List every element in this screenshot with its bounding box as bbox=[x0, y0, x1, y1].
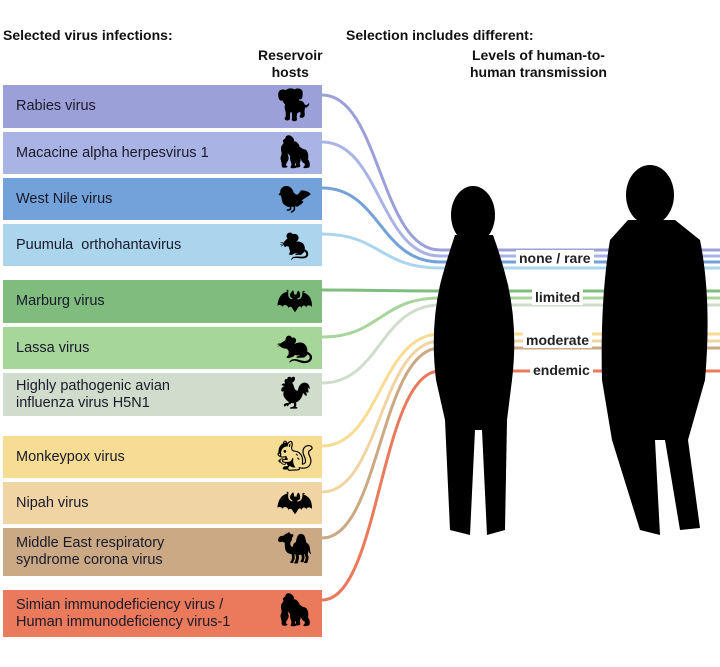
virus-row: Middle East respiratory syndrome corona … bbox=[3, 528, 322, 576]
connection-line bbox=[321, 369, 720, 602]
level-label: limited bbox=[532, 289, 584, 305]
virus-label: Simian immunodeficiency virus / Human im… bbox=[16, 596, 231, 630]
connection-line bbox=[321, 346, 720, 540]
man-silhouette bbox=[601, 165, 708, 535]
virus-row: Rabies virus bbox=[3, 85, 322, 128]
fruit-bat-icon: 🦇 bbox=[276, 486, 314, 519]
level-label: none / rare bbox=[516, 250, 594, 266]
levels-heading: Levels of human-to- human transmission bbox=[470, 47, 607, 80]
connection-line bbox=[321, 332, 720, 448]
macaque-icon: 🦍 bbox=[276, 136, 314, 169]
virus-label: Rabies virus bbox=[16, 98, 96, 114]
virus-label: West Nile virus bbox=[16, 190, 113, 207]
virus-row: Nipah virus bbox=[3, 482, 322, 524]
virus-label: Macacine alpha herpesvirus 1 bbox=[16, 144, 209, 161]
bat-icon: 🦇 bbox=[276, 284, 314, 317]
virus-label: Monkeypox virus bbox=[16, 448, 125, 465]
level-label: endemic bbox=[530, 362, 593, 378]
connection-line bbox=[321, 296, 720, 339]
virus-label: Nipah virus bbox=[16, 494, 89, 511]
connection-line bbox=[321, 232, 720, 270]
virus-row: Highly pathogenic avian influenza virus … bbox=[3, 373, 322, 416]
connection-line bbox=[321, 339, 720, 494]
virus-label: Puumula orthohantavirus bbox=[16, 236, 182, 253]
virus-row: West Nile virus bbox=[3, 178, 322, 220]
virus-row: Macacine alpha herpesvirus 1 bbox=[3, 132, 322, 174]
mosquito-bird-icon: 🐦 bbox=[276, 182, 314, 215]
connection-line bbox=[321, 288, 720, 293]
virus-row: Monkeypox virus bbox=[3, 436, 322, 478]
chimpanzee-icon: 🦍 bbox=[276, 594, 314, 627]
vole-icon: 🐁 bbox=[276, 228, 314, 261]
hosts-heading: Reservoir hosts bbox=[258, 47, 323, 80]
chicken-icon: 🐓 bbox=[276, 377, 314, 410]
level-label: moderate bbox=[523, 332, 593, 348]
connection-line bbox=[321, 303, 720, 385]
connection-line bbox=[321, 186, 720, 264]
dog-icon: 🐕 bbox=[276, 89, 314, 122]
woman-silhouette bbox=[433, 186, 515, 535]
squirrel-icon: 🐿 bbox=[276, 440, 315, 473]
middle-heading: Selection includes different: bbox=[346, 27, 534, 43]
connection-line bbox=[321, 140, 720, 258]
virus-row: Puumula orthohantavirus bbox=[3, 224, 322, 266]
virus-label: Lassa virus bbox=[16, 339, 90, 356]
left-heading: Selected virus infections: bbox=[3, 27, 173, 43]
virus-label: Highly pathogenic avian influenza virus … bbox=[16, 377, 170, 411]
rat-icon: 🐀 bbox=[276, 331, 314, 364]
connection-line bbox=[321, 93, 720, 252]
virus-row: Simian immunodeficiency virus / Human im… bbox=[3, 590, 322, 637]
camel-icon: 🐪 bbox=[276, 532, 314, 565]
virus-label: Middle East respiratory syndrome corona … bbox=[16, 535, 165, 568]
virus-row: Marburg virus bbox=[3, 280, 322, 323]
virus-row: Lassa virus bbox=[3, 327, 322, 369]
virus-label: Marburg virus bbox=[16, 293, 105, 309]
